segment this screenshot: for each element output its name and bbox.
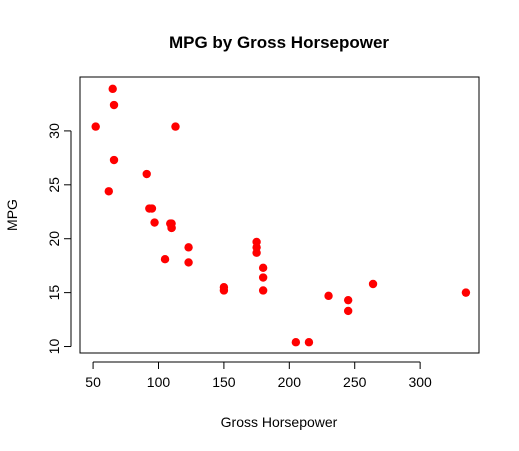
data-point [368, 279, 378, 289]
y-tick-label: 30 [46, 123, 62, 139]
y-tick-label: 20 [46, 231, 62, 247]
data-point [258, 286, 268, 295]
data-point [184, 258, 193, 267]
x-tick-label: 250 [343, 374, 367, 390]
x-tick-label: 300 [408, 374, 432, 390]
data-point [291, 338, 301, 347]
data-point [109, 155, 119, 165]
data-point [147, 204, 157, 213]
data-point [104, 187, 113, 196]
x-tick-label: 150 [212, 374, 236, 390]
data-point [461, 288, 471, 297]
plot-area-frame [79, 76, 480, 354]
data-point [252, 237, 261, 247]
data-point [150, 218, 159, 227]
data-point [324, 291, 333, 301]
data-point [343, 306, 353, 316]
x-tick-label: 100 [147, 374, 171, 390]
data-point [166, 219, 175, 228]
data-point [184, 243, 193, 252]
x-tick-label: 200 [278, 374, 302, 390]
data-point [304, 338, 314, 347]
data-point [219, 286, 229, 295]
y-axis-label: MPG [4, 199, 20, 231]
data-point [343, 295, 353, 305]
data-point [142, 169, 151, 179]
data-point [109, 100, 119, 110]
y-axis: 10 15 20 25 30 [46, 123, 72, 355]
data-points [91, 84, 471, 347]
data-point [160, 255, 170, 264]
data-point [258, 263, 268, 273]
data-point [171, 122, 180, 131]
data-point [108, 84, 117, 94]
chart-title: MPG by Gross Horsepower [169, 33, 389, 52]
y-tick-label: 25 [46, 177, 62, 193]
y-tick-label: 15 [46, 285, 62, 301]
x-tick-label: 50 [85, 374, 101, 390]
y-tick-label: 10 [46, 339, 62, 355]
x-axis: 50 100 150 200 250 300 [85, 361, 432, 390]
x-axis-label: Gross Horsepower [221, 414, 338, 430]
data-point [258, 273, 268, 282]
data-point [91, 122, 100, 131]
